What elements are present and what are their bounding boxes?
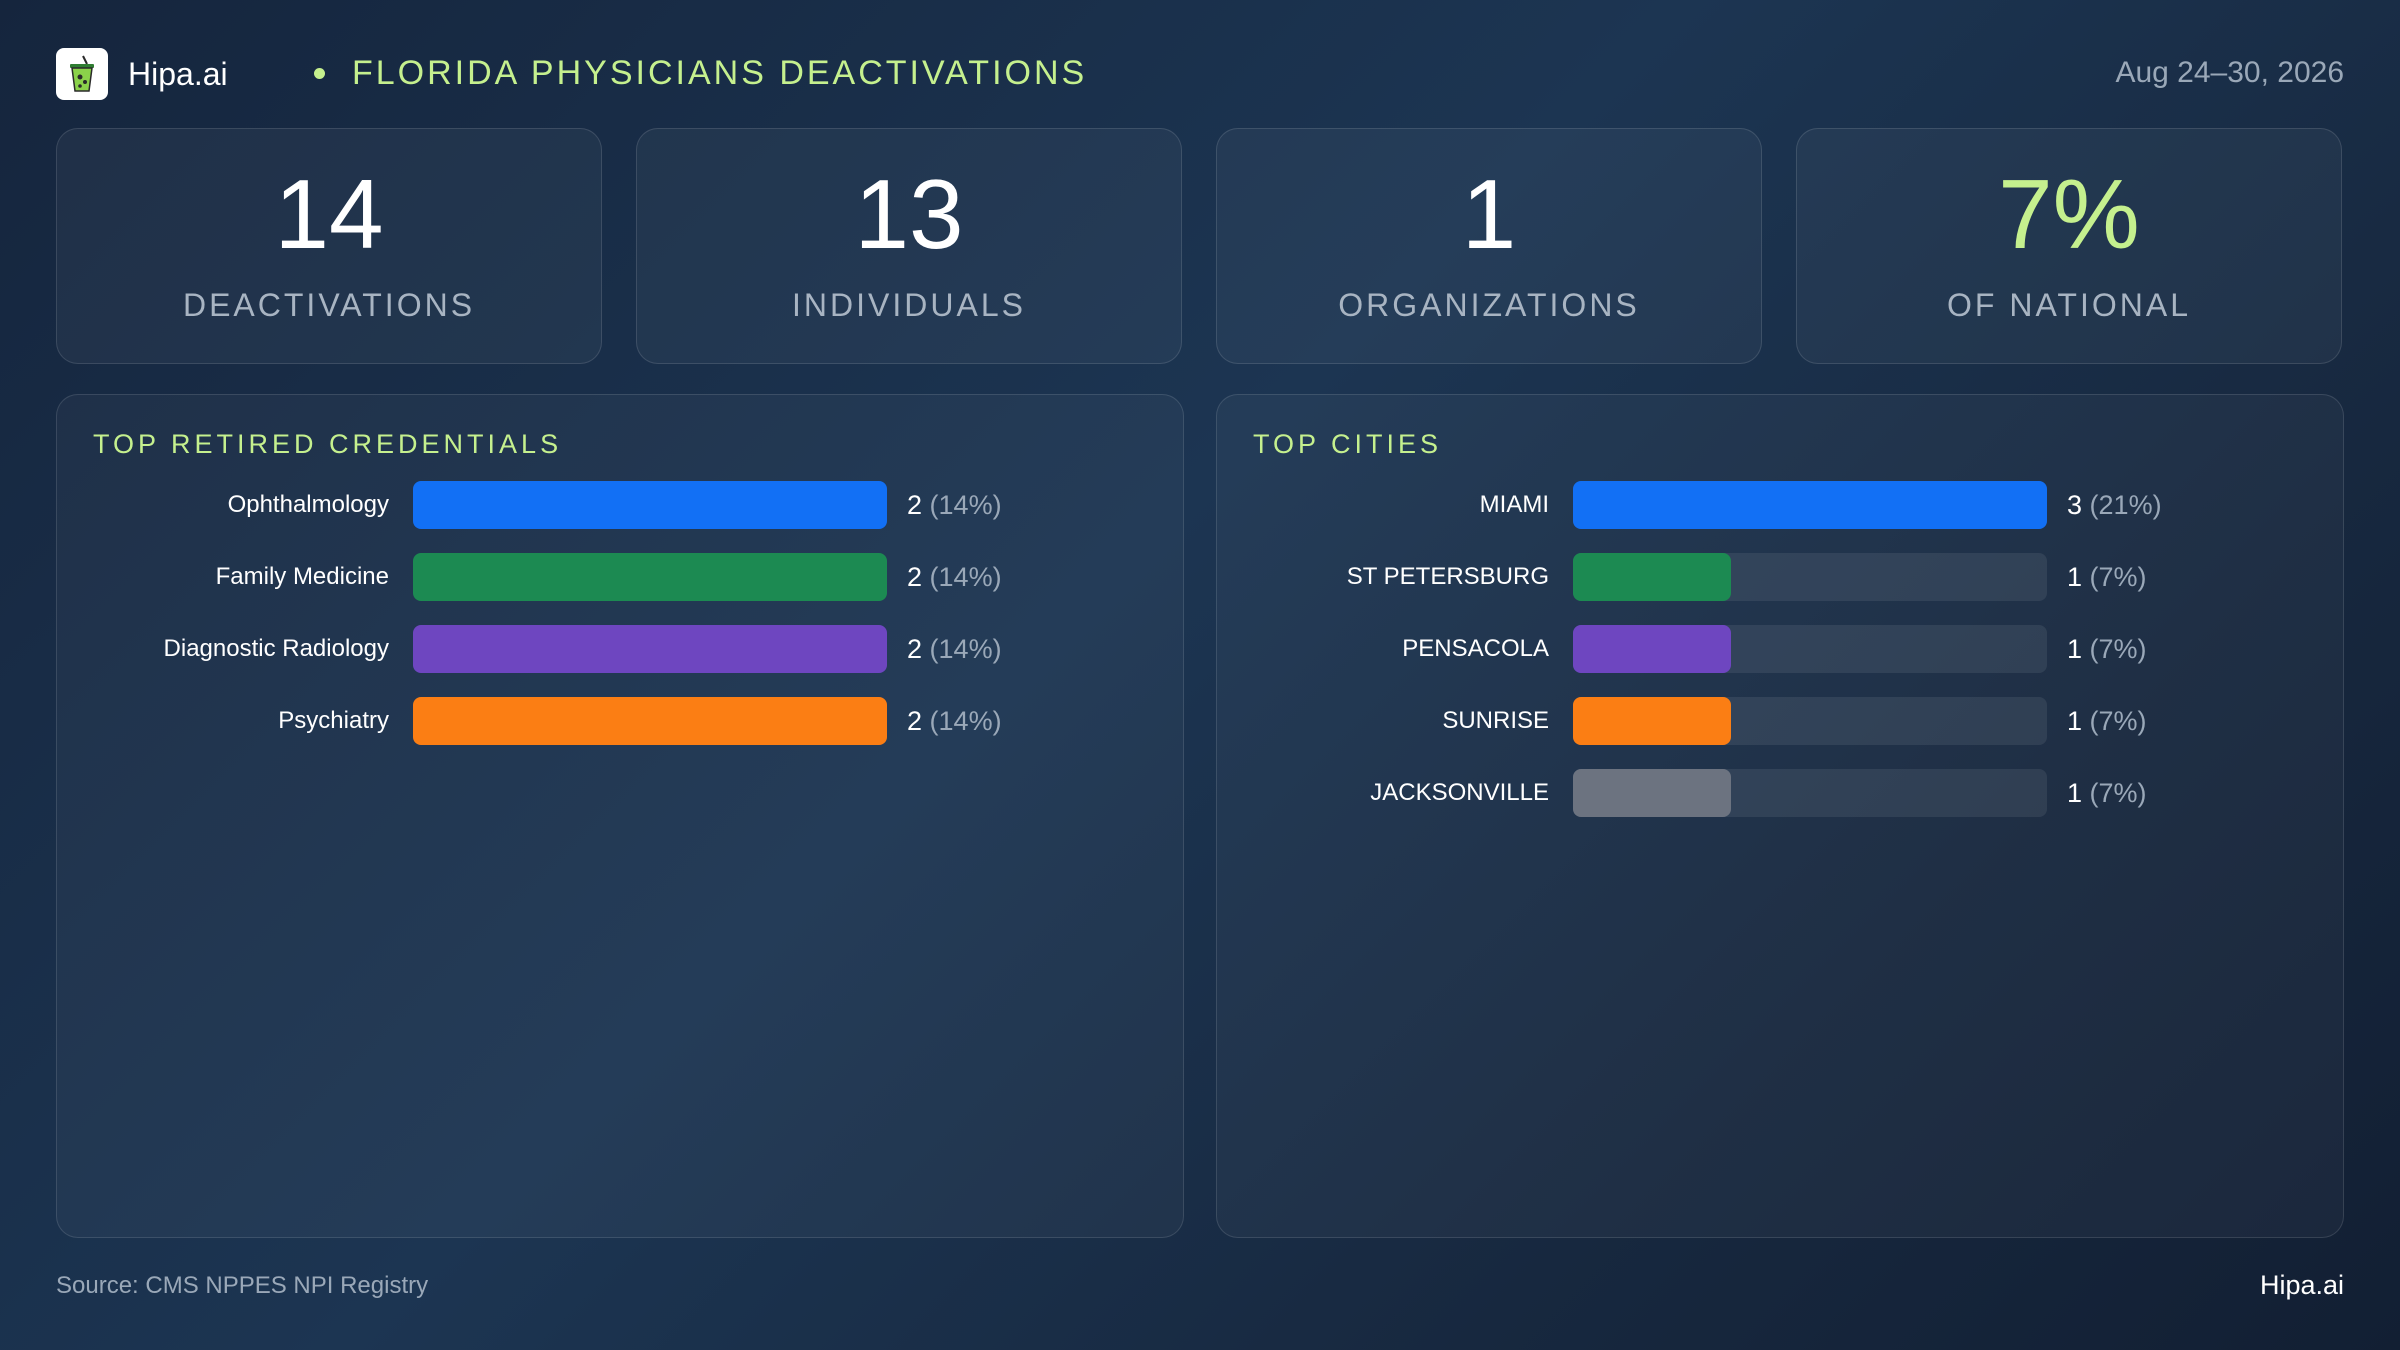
bar-value-label: 3 (21%): [2067, 481, 2162, 529]
bar: [1573, 625, 1731, 673]
kpi-card-national-share: 7% OF NATIONAL: [1796, 128, 2342, 364]
bar: [1573, 697, 1731, 745]
bar: [413, 697, 887, 745]
bar-row-jacksonville: JACKSONVILLE 1 (7%): [1217, 769, 2343, 817]
bar-category-label: Ophthalmology: [227, 491, 389, 518]
kpi-label: OF NATIONAL: [1947, 287, 2191, 323]
bar-count: 2: [907, 490, 923, 520]
page-title: FLORIDA PHYSICIANS DEACTIVATIONS: [352, 54, 1088, 92]
bar-percent: (21%): [2089, 490, 2162, 520]
bar-row-diagnostic-radiology: Diagnostic Radiology 2 (14%): [57, 625, 1183, 673]
bar-category-label: PENSACOLA: [1402, 635, 1549, 662]
bar-track: [413, 481, 887, 529]
kpi-label: ORGANIZATIONS: [1338, 287, 1640, 323]
bar-row-sunrise: SUNRISE 1 (7%): [1217, 697, 2343, 745]
bar-row-psychiatry: Psychiatry 2 (14%): [57, 697, 1183, 745]
source-note: Source: CMS NPPES NPI Registry: [56, 1272, 429, 1299]
bar-track: [1573, 697, 2047, 745]
footer-brand: Hipa.ai: [2259, 1270, 2344, 1300]
kpi-value: 13: [854, 159, 964, 269]
bar: [1573, 481, 2047, 529]
bar: [413, 553, 887, 601]
bar-track: [1573, 625, 2047, 673]
bar-count: 2: [907, 706, 923, 736]
bar-count: 3: [2067, 490, 2083, 520]
bar-track: [413, 553, 887, 601]
bar-count: 2: [907, 562, 923, 592]
bar: [413, 481, 887, 529]
bar-count: 1: [2067, 562, 2083, 592]
bar-count: 1: [2067, 706, 2083, 736]
kpi-value: 1: [1461, 159, 1517, 269]
chart-title: TOP RETIRED CREDENTIALS: [93, 429, 563, 459]
date-range: Aug 24–30, 2026: [2115, 56, 2344, 89]
bar-percent: (14%): [929, 706, 1002, 736]
bar-category-label: Diagnostic Radiology: [163, 635, 389, 662]
bar-value-label: 2 (14%): [907, 625, 1002, 673]
bar: [1573, 769, 1731, 817]
logo: [56, 48, 108, 100]
bar-row-ophthalmology: Ophthalmology 2 (14%): [57, 481, 1183, 529]
bar-row-family-medicine: Family Medicine 2 (14%): [57, 553, 1183, 601]
kpi-value: 7%: [1998, 159, 2140, 269]
header: Hipa.ai FLORIDA PHYSICIANS DEACTIVATIONS…: [56, 48, 2344, 100]
separator-dot: [314, 68, 325, 79]
bar-track: [1573, 481, 2047, 529]
bar-track: [1573, 553, 2047, 601]
kpi-value: 14: [274, 159, 384, 269]
bar-percent: (7%): [2089, 562, 2147, 592]
bar-percent: (7%): [2089, 778, 2147, 808]
bar-count: 1: [2067, 778, 2083, 808]
kpi-card-individuals: 13 INDIVIDUALS: [636, 128, 1182, 364]
bar-row-miami: MIAMI 3 (21%): [1217, 481, 2343, 529]
bar-category-label: MIAMI: [1479, 491, 1549, 518]
bar-category-label: Family Medicine: [215, 563, 389, 590]
bar-category-label: SUNRISE: [1442, 707, 1549, 734]
bar-value-label: 1 (7%): [2067, 697, 2147, 745]
bar: [1573, 553, 1731, 601]
bar-track: [413, 697, 887, 745]
cities-chart-panel: TOP CITIES MIAMI 3 (21%) ST PETERSBURG 1 (7…: [1216, 394, 2344, 1238]
bar-percent: (14%): [929, 490, 1002, 520]
bar-percent: (7%): [2089, 706, 2147, 736]
bar-value-label: 1 (7%): [2067, 625, 2147, 673]
kpi-label: DEACTIVATIONS: [182, 287, 476, 323]
bar-count: 2: [907, 634, 923, 664]
bar-row-st-petersburg: ST PETERSBURG 1 (7%): [1217, 553, 2343, 601]
bar: [413, 625, 887, 673]
bar-value-label: 2 (14%): [907, 553, 1002, 601]
bar-value-label: 1 (7%): [2067, 553, 2147, 601]
bar-count: 1: [2067, 634, 2083, 664]
bar-track: [413, 625, 887, 673]
brand-name: Hipa.ai: [128, 56, 228, 92]
bar-category-label: ST PETERSBURG: [1346, 563, 1549, 590]
kpi-label: INDIVIDUALS: [792, 287, 1026, 323]
credentials-chart-panel: TOP RETIRED CREDENTIALS Ophthalmology 2 (…: [56, 394, 1184, 1238]
kpi-card-deactivations: 14 DEACTIVATIONS: [56, 128, 602, 364]
bar-percent: (14%): [929, 562, 1002, 592]
bar-category-label: JACKSONVILLE: [1370, 779, 1549, 806]
cup-drink-icon: [70, 55, 94, 92]
bar-track: [1573, 769, 2047, 817]
bar-value-label: 2 (14%): [907, 697, 1002, 745]
bar-value-label: 1 (7%): [2067, 769, 2147, 817]
bar-percent: (14%): [929, 634, 1002, 664]
bar-value-label: 2 (14%): [907, 481, 1002, 529]
bar-percent: (7%): [2089, 634, 2147, 664]
bar-row-pensacola: PENSACOLA 1 (7%): [1217, 625, 2343, 673]
kpi-card-organizations: 1 ORGANIZATIONS: [1216, 128, 1762, 364]
bar-category-label: Psychiatry: [278, 707, 389, 734]
chart-title: TOP CITIES: [1253, 429, 1443, 459]
